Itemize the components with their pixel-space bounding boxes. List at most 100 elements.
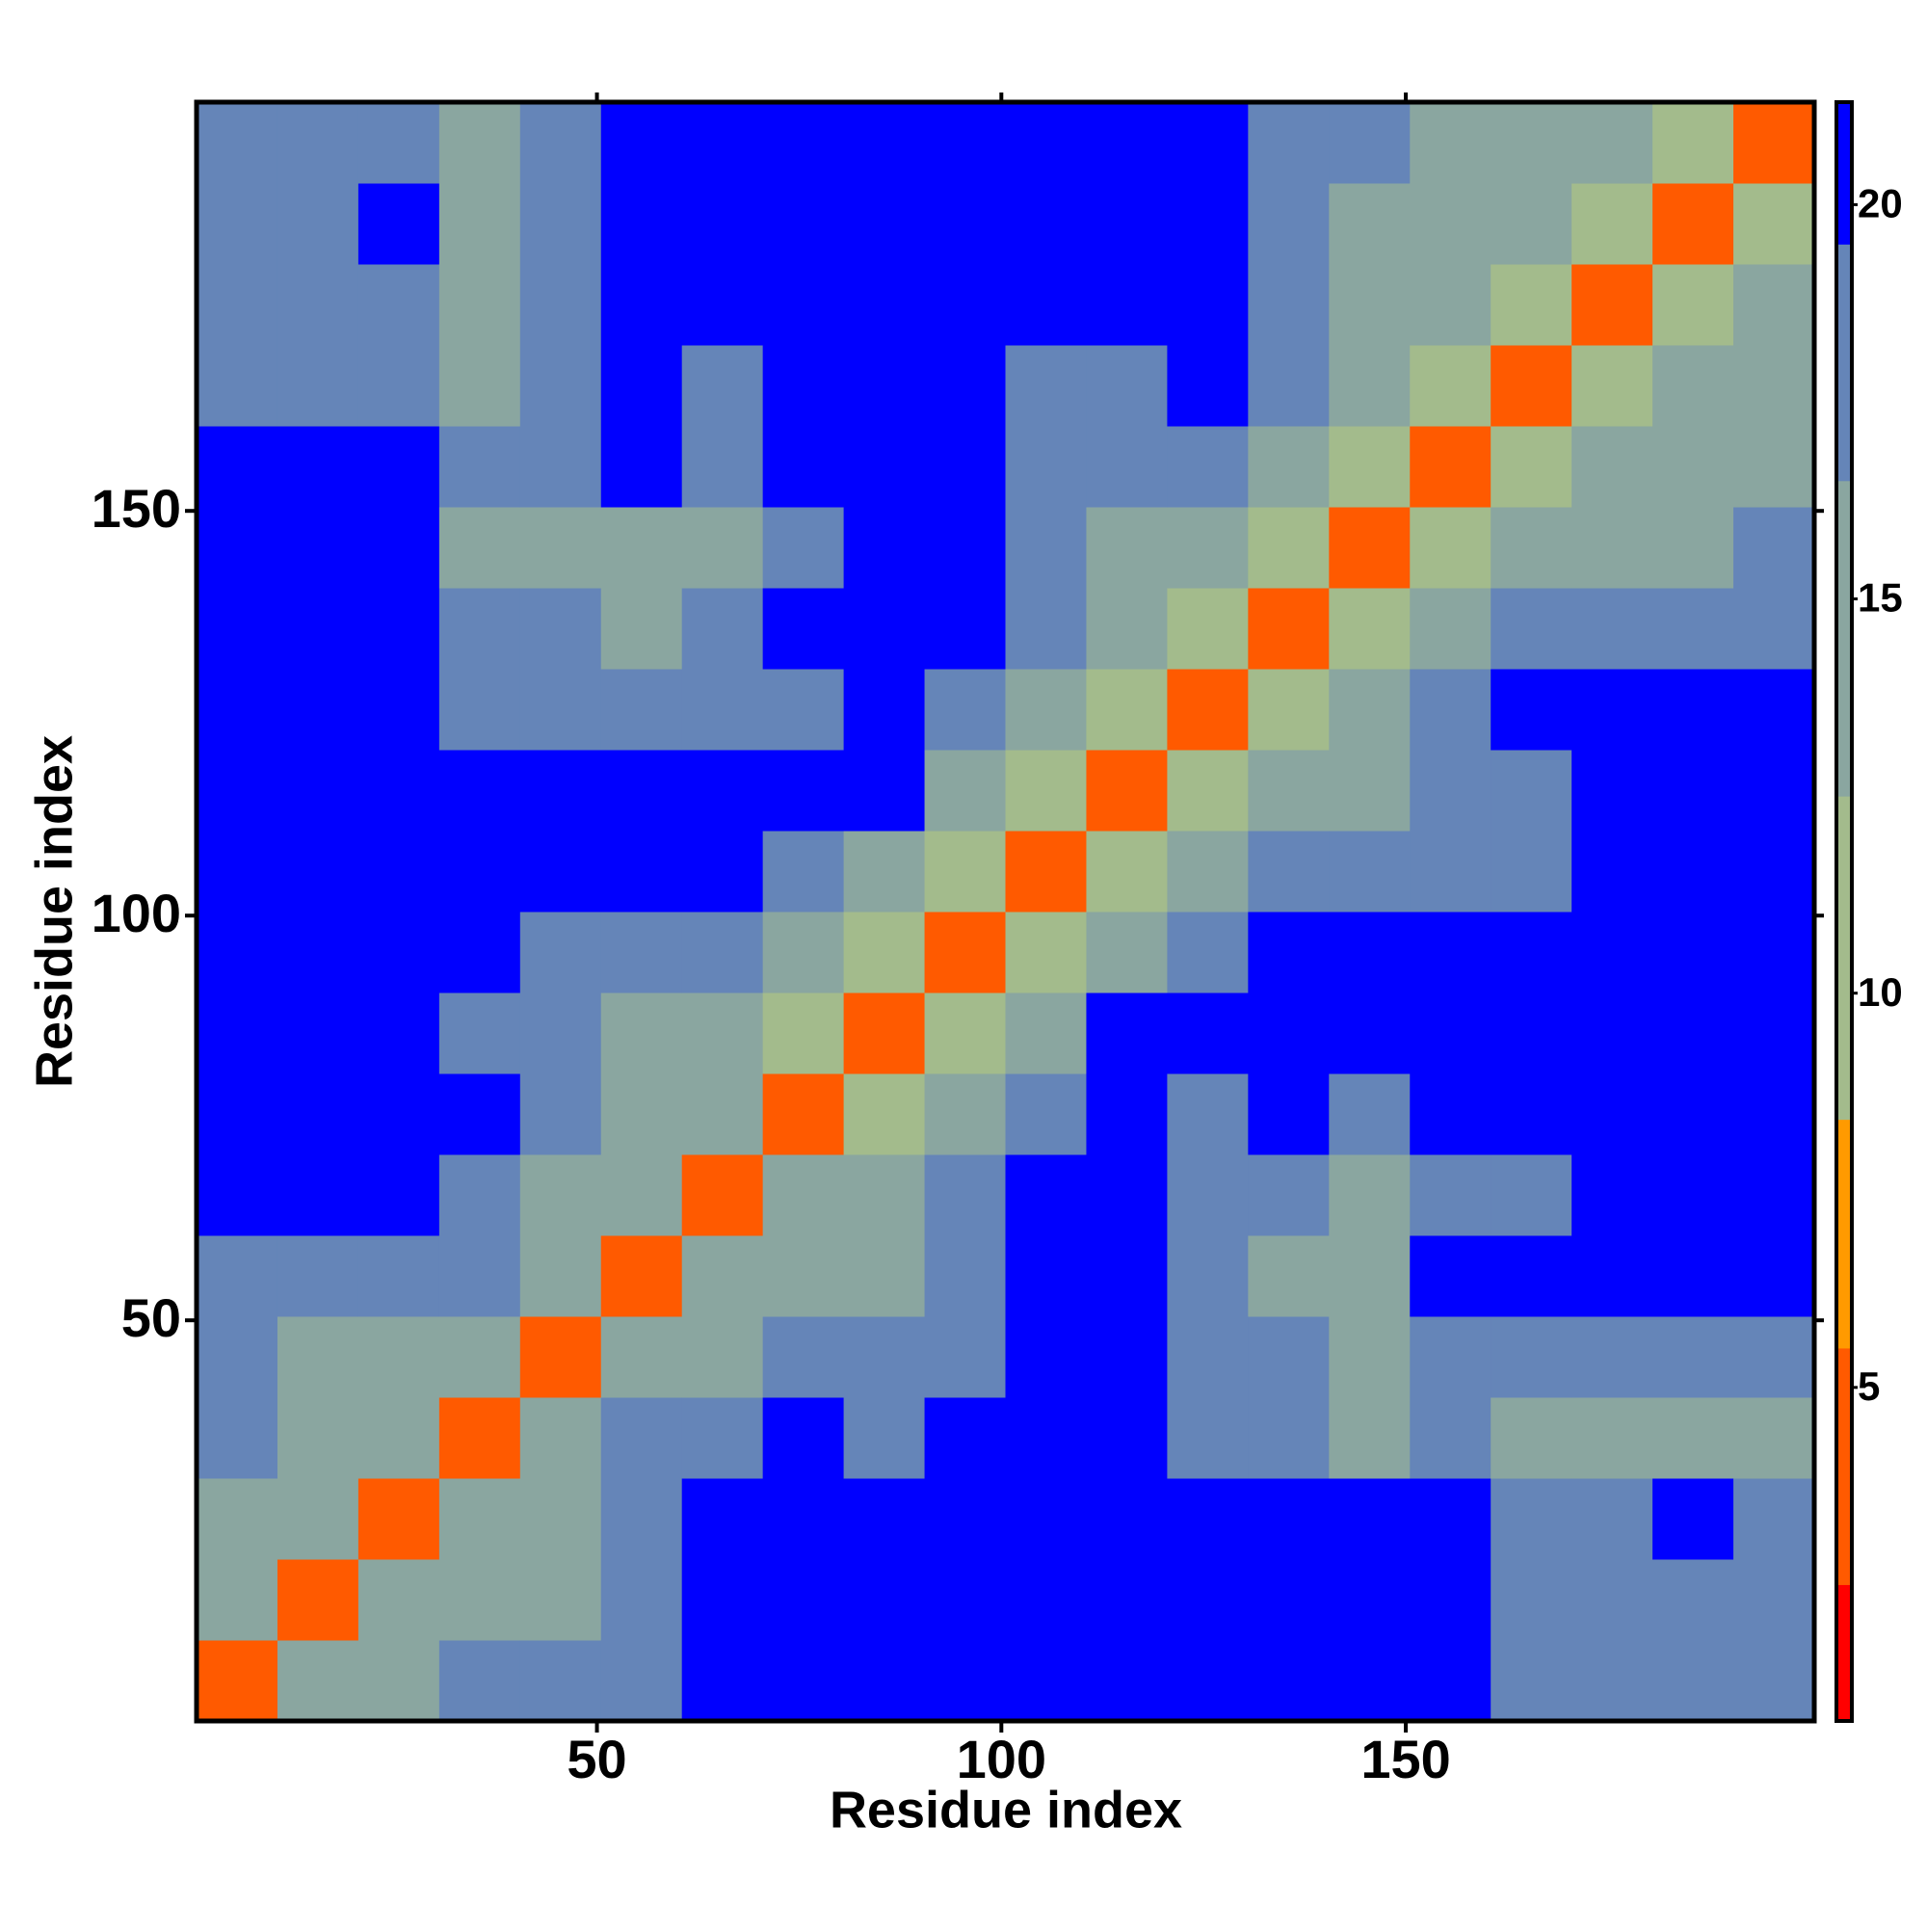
heatmap-cell <box>1410 750 1491 832</box>
heatmap-cell <box>843 669 926 751</box>
heatmap-cell <box>1410 1235 1491 1317</box>
heatmap-cell <box>1086 102 1168 184</box>
heatmap-cell <box>1410 1478 1491 1560</box>
heatmap-cell <box>1410 831 1491 913</box>
heatmap-cell <box>924 426 1006 508</box>
heatmap-cell <box>1571 1154 1653 1236</box>
colorbar-band <box>1836 1347 1852 1585</box>
heatmap-cell <box>277 1559 359 1641</box>
heatmap-cell <box>197 992 278 1074</box>
heatmap-cell <box>1086 1154 1168 1236</box>
heatmap-cell <box>197 1154 278 1236</box>
heatmap-cell <box>600 507 683 589</box>
heatmap-cell <box>600 1316 683 1398</box>
colorbar-band <box>1836 796 1852 1121</box>
x-tick-label: 150 <box>1360 1729 1450 1789</box>
heatmap-cell <box>1571 1640 1653 1722</box>
heatmap-cell <box>1410 588 1491 670</box>
heatmap-cell <box>438 1235 521 1317</box>
heatmap-cell <box>1491 992 1572 1074</box>
heatmap-cell <box>1491 912 1572 993</box>
heatmap-cell <box>681 1397 764 1479</box>
heatmap-cell <box>1410 1559 1491 1641</box>
heatmap-cell <box>357 1073 440 1155</box>
heatmap-cell <box>600 102 683 184</box>
heatmap-cell <box>1329 426 1411 508</box>
heatmap-cell <box>762 588 845 670</box>
heatmap-cell <box>1005 588 1087 670</box>
heatmap-cell <box>1491 669 1572 751</box>
x-axis-title: Residue index <box>830 1781 1182 1839</box>
heatmap-cell <box>357 1640 440 1722</box>
heatmap-cell <box>519 912 602 993</box>
heatmap-cell <box>1571 588 1653 670</box>
heatmap-cell <box>519 1640 602 1722</box>
heatmap-cell <box>1652 669 1734 751</box>
heatmap-cell <box>357 750 440 832</box>
heatmap-cell <box>843 426 926 508</box>
heatmap-cell <box>277 345 359 427</box>
colorbar-tick-label: 15 <box>1858 575 1903 621</box>
heatmap-cell <box>277 1640 359 1722</box>
heatmap-cell <box>1248 750 1330 832</box>
heatmap-cell <box>1571 1316 1653 1398</box>
heatmap-cell <box>438 912 521 993</box>
heatmap-cell <box>843 102 926 184</box>
heatmap-cell <box>197 183 278 265</box>
heatmap-cell <box>600 1073 683 1155</box>
heatmap-cell <box>1167 992 1249 1074</box>
heatmap-cell <box>277 992 359 1074</box>
heatmap-cell <box>1005 183 1087 265</box>
heatmap-cell <box>924 345 1006 427</box>
heatmap-cell <box>1167 669 1249 751</box>
heatmap-cell <box>1571 102 1653 184</box>
heatmap-cell <box>843 507 926 589</box>
colorbar: 5 10 15 20 <box>1835 100 1903 1723</box>
heatmap-cell <box>1652 912 1734 993</box>
heatmap-cell <box>924 183 1006 265</box>
heatmap-cell <box>1733 1478 1815 1560</box>
heatmap-cell <box>1410 426 1491 508</box>
heatmap-cell <box>357 912 440 993</box>
heatmap-cell <box>1410 912 1491 993</box>
heatmap-cell <box>438 1640 521 1722</box>
heatmap-cell <box>1733 102 1815 184</box>
heatmap-cell <box>1248 1478 1330 1560</box>
heatmap-cell <box>1086 1397 1168 1479</box>
heatmap-cell <box>1329 1559 1411 1641</box>
heatmap-cell <box>1652 426 1734 508</box>
heatmap-cell <box>1571 669 1653 751</box>
heatmap-cell <box>519 992 602 1074</box>
heatmap-cell <box>197 831 278 913</box>
heatmap-cell <box>1571 1478 1653 1560</box>
heatmap-cell <box>1005 1073 1087 1155</box>
heatmap-cell <box>1248 1154 1330 1236</box>
heatmap-cell <box>681 1154 764 1236</box>
heatmap-cell <box>438 426 521 508</box>
heatmap-cell <box>357 183 440 265</box>
heatmap-cell <box>277 102 359 184</box>
heatmap-cell <box>1491 507 1572 589</box>
heatmap-cell <box>1733 1640 1815 1722</box>
heatmap-cell <box>1491 1559 1572 1641</box>
heatmap-cell <box>1329 507 1411 589</box>
heatmap-cell <box>1571 831 1653 913</box>
heatmap-cell <box>681 831 764 913</box>
heatmap-cell <box>1410 669 1491 751</box>
heatmap-cell <box>1005 1478 1087 1560</box>
heatmap-cell <box>277 1478 359 1560</box>
heatmap-cell <box>1248 345 1330 427</box>
heatmap-cell <box>1086 507 1168 589</box>
heatmap-cell <box>681 102 764 184</box>
heatmap-cell <box>1329 1073 1411 1155</box>
heatmap-cell <box>1652 1316 1734 1398</box>
heatmap-cell <box>762 669 845 751</box>
heatmap-cell <box>1733 183 1815 265</box>
heatmap-cell <box>1329 912 1411 993</box>
heatmap-cell <box>357 1154 440 1236</box>
heatmap-cell <box>1652 345 1734 427</box>
heatmap-cell <box>519 1154 602 1236</box>
heatmap-cell <box>1733 912 1815 993</box>
heatmap-cell <box>924 1154 1006 1236</box>
heatmap-cell <box>1410 1397 1491 1479</box>
